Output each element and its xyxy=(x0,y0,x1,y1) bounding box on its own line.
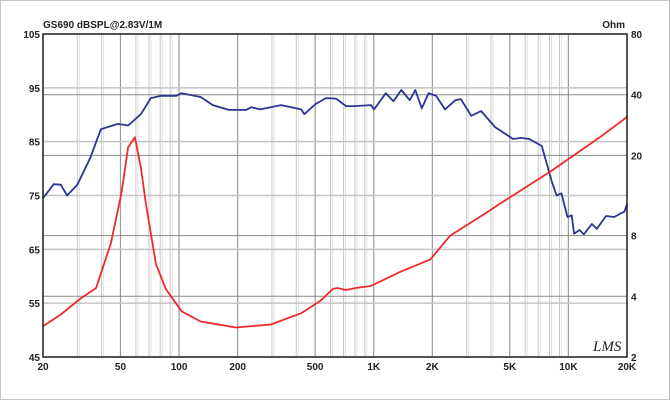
x-tick-label: 20 xyxy=(37,362,49,373)
right-tick-label: 20 xyxy=(631,151,643,162)
left-tick-label: 75 xyxy=(29,192,41,203)
left-tick-label: 55 xyxy=(29,299,41,310)
lms-logo: LMS xyxy=(592,339,622,355)
left-tick-label: 105 xyxy=(23,30,40,41)
left-tick-label: 95 xyxy=(29,84,41,95)
right-tick-label: 80 xyxy=(631,30,643,41)
grid xyxy=(42,33,628,358)
plot-frame xyxy=(42,33,628,358)
x-tick-label: 10K xyxy=(559,362,578,373)
x-tick-label: 2K xyxy=(426,362,440,373)
curves xyxy=(42,89,628,329)
right-tick-label: 40 xyxy=(631,91,643,102)
x-tick-label: 100 xyxy=(171,362,188,373)
x-tick-label: 500 xyxy=(307,362,324,373)
chart-title: GS690 dBSPL@2.83V/1M xyxy=(43,20,162,31)
x-tick-label: 1K xyxy=(367,362,381,373)
tick-labels: 105 95 85 75 65 55 45 80 40 20 8 4 2 20 50 100 200 500 1K 2… xyxy=(23,30,642,373)
right-axis-label: Ohm xyxy=(602,20,625,31)
right-tick-label: 8 xyxy=(631,232,637,243)
right-tick-label: 2 xyxy=(631,353,637,364)
left-tick-label: 45 xyxy=(29,353,41,364)
x-tick-label: 200 xyxy=(229,362,246,373)
left-tick-label: 85 xyxy=(29,138,41,149)
x-tick-label: 50 xyxy=(115,362,127,373)
right-tick-label: 4 xyxy=(631,292,637,303)
x-tick-label: 5K xyxy=(503,362,517,373)
spl-curve xyxy=(42,89,628,236)
x-tick-label: 20K xyxy=(618,362,637,373)
left-tick-label: 65 xyxy=(29,245,41,256)
impedance-curve xyxy=(42,116,628,329)
